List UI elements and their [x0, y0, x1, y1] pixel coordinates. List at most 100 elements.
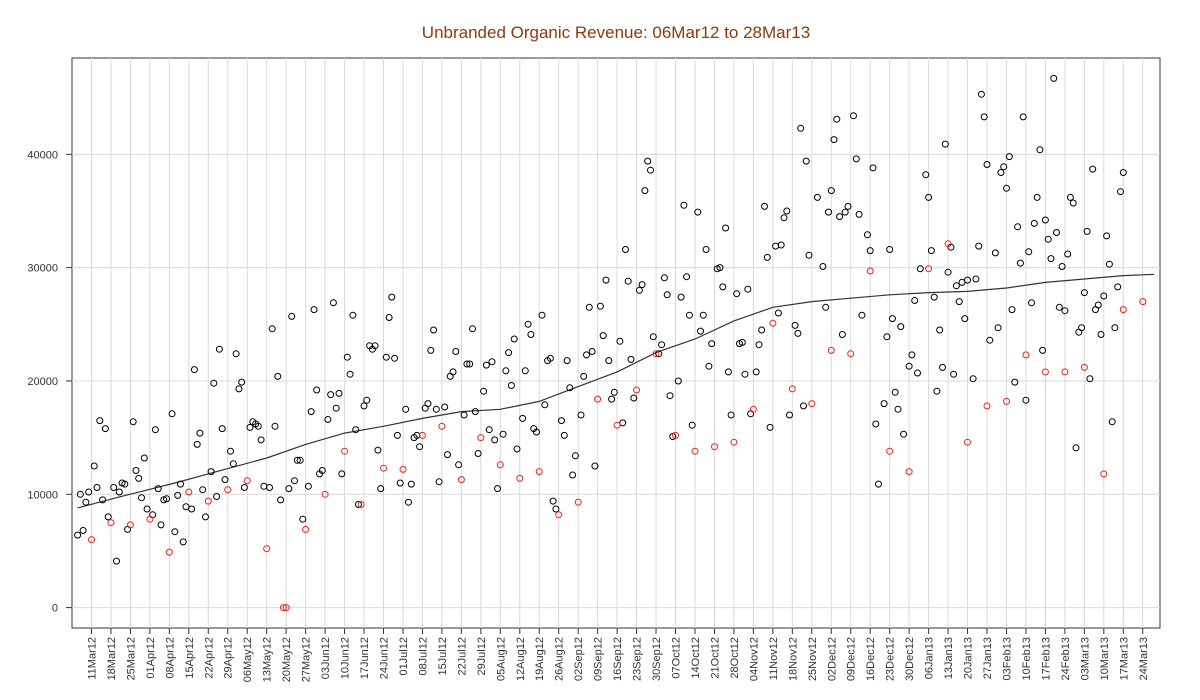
highlight-point — [224, 486, 232, 494]
data-point — [991, 249, 999, 257]
data-point — [608, 395, 616, 403]
data-point — [260, 482, 268, 490]
data-point — [766, 423, 774, 431]
x-tick-label: 01Apr12 — [145, 637, 157, 679]
data-point — [527, 331, 535, 338]
data-point — [110, 484, 118, 491]
data-point — [894, 405, 902, 413]
data-point — [388, 293, 396, 301]
highlight-point — [380, 464, 387, 472]
x-tick-label: 03Feb13 — [1001, 637, 1013, 680]
data-point — [549, 497, 557, 505]
data-point — [805, 251, 813, 259]
data-point — [207, 468, 215, 476]
data-point — [313, 386, 321, 394]
data-point — [780, 214, 788, 222]
data-point — [430, 326, 438, 334]
x-tick-label: 16Dec12 — [865, 637, 877, 681]
data-point — [1053, 229, 1060, 236]
highlight-point — [555, 511, 563, 519]
data-point — [1030, 219, 1038, 227]
data-point — [822, 303, 830, 311]
data-point — [875, 480, 882, 488]
data-point — [163, 495, 171, 503]
data-point — [1008, 306, 1016, 314]
data-point — [1078, 324, 1086, 332]
data-point — [688, 421, 696, 429]
highlight-point — [983, 402, 991, 410]
data-point — [491, 436, 499, 444]
data-point — [794, 329, 802, 337]
data-point — [343, 353, 351, 361]
data-point — [872, 420, 880, 428]
data-point — [800, 402, 807, 410]
data-point — [327, 391, 335, 399]
highlight-point — [146, 515, 154, 523]
data-point — [863, 231, 871, 239]
data-point — [104, 513, 112, 521]
data-point — [140, 454, 148, 462]
data-point — [610, 388, 618, 396]
data-point — [1089, 165, 1097, 173]
data-point — [694, 208, 702, 216]
highlight-point — [126, 521, 134, 529]
x-tick-label: 22Jul12 — [456, 637, 468, 676]
data-point — [560, 431, 568, 439]
x-tick-label: 29Apr12 — [223, 637, 235, 679]
trend-line — [77, 273, 1154, 509]
data-point — [274, 372, 282, 380]
data-point — [338, 470, 346, 478]
data-point — [1005, 153, 1013, 161]
data-point — [416, 443, 424, 451]
data-point — [391, 354, 399, 362]
data-point — [888, 315, 896, 323]
data-point — [480, 387, 488, 395]
data-point — [74, 531, 82, 539]
data-point — [82, 498, 90, 506]
data-point — [76, 490, 84, 498]
data-point — [599, 332, 607, 340]
data-point — [908, 351, 916, 359]
data-point — [939, 363, 946, 371]
data-point — [708, 340, 716, 348]
data-point — [619, 419, 627, 427]
data-point — [393, 431, 401, 439]
trend-layer — [77, 273, 1154, 509]
data-point — [952, 282, 960, 290]
data-point — [852, 155, 860, 163]
highlight-point — [944, 240, 952, 248]
data-point — [505, 349, 513, 357]
data-point — [1117, 188, 1124, 196]
data-point — [585, 303, 593, 311]
data-point — [132, 467, 140, 474]
data-point — [997, 169, 1005, 176]
data-point — [616, 337, 624, 345]
data-point — [196, 429, 204, 437]
data-point — [288, 312, 296, 320]
data-point — [524, 320, 532, 328]
data-point — [883, 333, 891, 341]
data-point — [143, 505, 151, 513]
data-point — [471, 408, 479, 416]
data-point — [955, 298, 963, 306]
data-point — [866, 247, 874, 255]
x-tick-label: 22Apr12 — [203, 637, 215, 679]
data-point — [363, 396, 371, 404]
highlight-point — [769, 319, 777, 327]
data-point — [724, 368, 732, 376]
data-point — [922, 171, 930, 179]
x-tick-label: 09Dec12 — [846, 637, 858, 681]
highlight-point — [594, 395, 602, 403]
data-point — [744, 285, 752, 293]
data-point — [980, 113, 988, 121]
data-point — [335, 389, 343, 397]
data-point — [880, 400, 888, 408]
data-point — [658, 341, 666, 349]
data-point — [494, 485, 501, 493]
data-point — [396, 479, 404, 487]
highlight-point — [613, 421, 621, 429]
data-point — [1014, 223, 1022, 231]
x-tick-label: 20Jan13 — [963, 637, 975, 679]
highlight-point — [1139, 298, 1147, 306]
